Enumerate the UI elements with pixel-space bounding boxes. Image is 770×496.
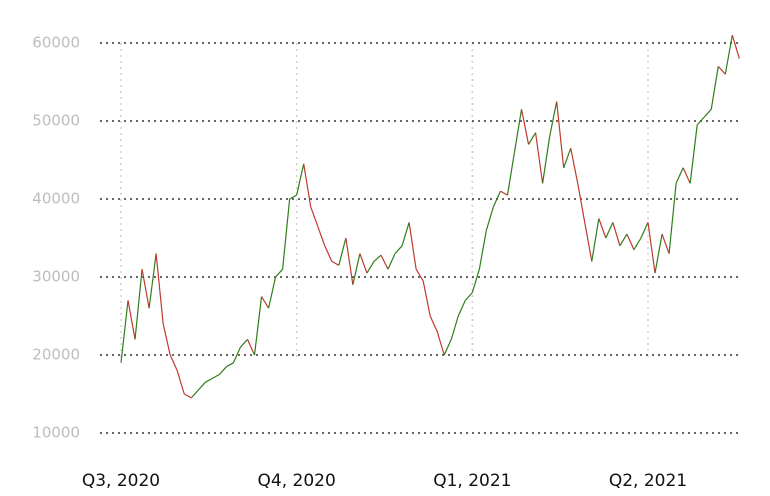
line-segment — [345, 237, 354, 285]
x-tick-label: Q4, 2020 — [258, 471, 336, 491]
y-tick-label: 50000 — [32, 112, 80, 130]
line-segment — [253, 296, 263, 356]
line-segment — [148, 253, 157, 309]
line-segment — [120, 300, 129, 363]
x-tick-label: Q3, 2020 — [82, 471, 160, 491]
line-segment — [492, 190, 501, 208]
line-segment — [212, 373, 220, 379]
line-segment — [141, 269, 150, 309]
line-segment — [556, 101, 565, 168]
line-segment — [205, 377, 213, 383]
line-segment — [584, 222, 593, 262]
line-segment — [520, 109, 530, 145]
line-segment — [282, 198, 291, 270]
line-segment — [633, 237, 642, 251]
line-segment — [605, 222, 614, 239]
line-segment — [169, 354, 178, 371]
line-segment — [717, 65, 726, 75]
line-segment — [387, 253, 396, 270]
line-segment — [401, 222, 410, 246]
line-segment — [731, 35, 740, 59]
line-segment — [528, 132, 537, 145]
line-segment — [626, 233, 635, 250]
line-segment — [563, 148, 572, 169]
line-segment — [324, 245, 333, 262]
y-tick-label: 40000 — [32, 190, 80, 208]
line-segment — [591, 218, 600, 262]
line-segment — [380, 254, 389, 270]
line-segment — [127, 300, 136, 340]
line-segment — [612, 222, 621, 246]
line-segment — [675, 167, 684, 184]
line-segment — [176, 370, 185, 395]
line-segment — [506, 152, 516, 196]
line-segment — [422, 280, 431, 317]
line-segment — [500, 190, 508, 196]
line-segment — [267, 276, 277, 309]
line-segment — [570, 148, 579, 184]
line-segment — [696, 116, 705, 126]
line-segment — [710, 66, 719, 110]
line-segment — [661, 233, 670, 254]
line-segment — [534, 132, 544, 184]
line-segment — [190, 389, 199, 399]
line-segment — [240, 338, 248, 348]
line-segment — [668, 183, 677, 254]
x-tick-label: Q2, 2021 — [609, 471, 687, 491]
line-segment — [317, 226, 326, 247]
line-segment — [261, 296, 270, 309]
line-segment — [577, 183, 586, 223]
line-segment — [331, 260, 340, 266]
line-segment — [724, 35, 733, 75]
line-segment — [289, 194, 297, 200]
y-tick-label: 20000 — [32, 346, 80, 364]
line-segment — [415, 268, 424, 282]
line-segment — [703, 108, 712, 118]
line-segment — [429, 315, 438, 332]
line-segment — [485, 206, 494, 231]
line-segment — [682, 167, 691, 184]
line-segment — [352, 253, 361, 285]
line-segment — [513, 109, 523, 153]
line-segment — [478, 230, 487, 270]
line-segment — [457, 300, 466, 317]
line-segment — [542, 136, 551, 184]
line-segment — [366, 261, 375, 274]
line-segment — [218, 366, 227, 375]
line-segment — [471, 269, 480, 293]
line-segment — [443, 339, 452, 356]
line-segment — [155, 253, 164, 324]
line-segment — [359, 253, 368, 274]
line-segment — [394, 245, 403, 255]
line-segment — [162, 323, 171, 356]
x-tick-label: Q1, 2021 — [433, 471, 511, 491]
line-segment — [134, 269, 143, 340]
line-segment — [436, 331, 445, 356]
line-segment — [647, 222, 656, 274]
line-segment — [296, 163, 305, 196]
line-segment — [640, 222, 649, 239]
line-segment — [408, 222, 417, 270]
line-segment — [310, 206, 319, 227]
line-segment — [549, 101, 558, 137]
line-segment — [226, 362, 234, 368]
line-segment — [619, 233, 628, 247]
line-segment — [232, 346, 242, 364]
y-tick-label: 30000 — [32, 268, 80, 286]
line-segment — [450, 315, 459, 340]
y-tick-label: 60000 — [32, 34, 80, 52]
line-segment — [246, 339, 256, 356]
y-tick-label: 10000 — [32, 424, 80, 442]
line-segment — [689, 124, 698, 184]
line-segment — [598, 218, 607, 239]
line-segment — [183, 393, 192, 399]
line-segment — [303, 163, 312, 207]
line-segment — [275, 268, 284, 278]
line-segment — [373, 254, 382, 262]
line-segment — [654, 233, 663, 274]
line-segment — [464, 292, 473, 301]
line-segment — [197, 381, 206, 391]
line-segment — [338, 237, 347, 266]
